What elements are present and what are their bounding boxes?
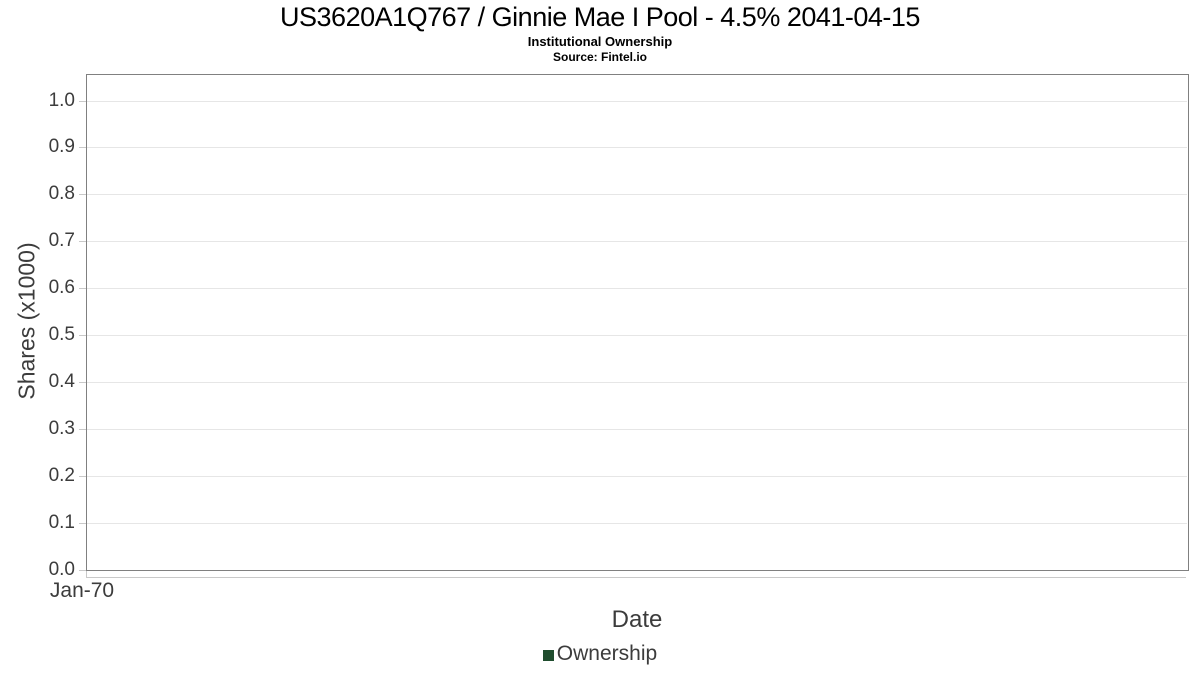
chart-title: US3620A1Q767 / Ginnie Mae I Pool - 4.5% … <box>280 2 920 32</box>
gridline-y-0.8 <box>87 194 1187 195</box>
chart-source-credit: Source: Fintel.io <box>552 50 647 64</box>
plot-area <box>86 74 1189 571</box>
y-tick-label-1.0: 1.0 <box>48 90 75 111</box>
y-axis-tick-0.9 <box>79 147 86 148</box>
y-axis-tick-0.7 <box>79 241 86 242</box>
y-tick-label-0.2: 0.2 <box>48 465 75 486</box>
y-tick-label-0.9: 0.9 <box>48 136 75 157</box>
gridline-y-0.9 <box>87 147 1187 148</box>
gridline-y-1.0 <box>87 101 1187 102</box>
gridline-y-0.5 <box>87 335 1187 336</box>
y-axis-tick-1.0 <box>79 101 86 102</box>
y-axis-tick-0.8 <box>79 194 86 195</box>
y-axis-tick-0.6 <box>79 288 86 289</box>
y-axis-tick-0.4 <box>79 382 86 383</box>
legend: Ownership <box>0 642 1200 666</box>
gridline-y-0.4 <box>87 382 1187 383</box>
x-axis-line <box>86 577 1186 578</box>
x-axis-title: Date <box>611 606 663 633</box>
y-tick-label-0.1: 0.1 <box>48 512 75 533</box>
y-tick-label-0.0: 0.0 <box>48 559 75 580</box>
y-tick-label-0.5: 0.5 <box>48 324 75 345</box>
chart-subtitle: Institutional Ownership <box>527 34 673 49</box>
y-axis-tick-0.2 <box>79 476 86 477</box>
legend-item-ownership[interactable]: Ownership <box>542 642 658 666</box>
gridline-y-0.3 <box>87 429 1187 430</box>
legend-label-ownership: Ownership <box>556 642 658 665</box>
y-tick-label-0.6: 0.6 <box>48 277 75 298</box>
y-tick-label-0.3: 0.3 <box>48 418 75 439</box>
x-tick-label: Jan-70 <box>49 579 115 602</box>
gridline-y-0.7 <box>87 241 1187 242</box>
y-axis-tick-0.1 <box>79 523 86 524</box>
legend-marker-ownership <box>542 649 554 661</box>
gridline-y-0.1 <box>87 523 1187 524</box>
y-axis-tick-0.3 <box>79 429 86 430</box>
x-axis-tick-jan70 <box>86 571 87 577</box>
y-tick-label-0.8: 0.8 <box>48 183 75 204</box>
y-tick-label-0.7: 0.7 <box>48 230 75 251</box>
y-axis-tick-0.0 <box>79 570 86 571</box>
y-tick-label-0.4: 0.4 <box>48 371 75 392</box>
gridline-y-0.6 <box>87 288 1187 289</box>
gridline-y-0.2 <box>87 476 1187 477</box>
y-axis-tick-0.5 <box>79 335 86 336</box>
